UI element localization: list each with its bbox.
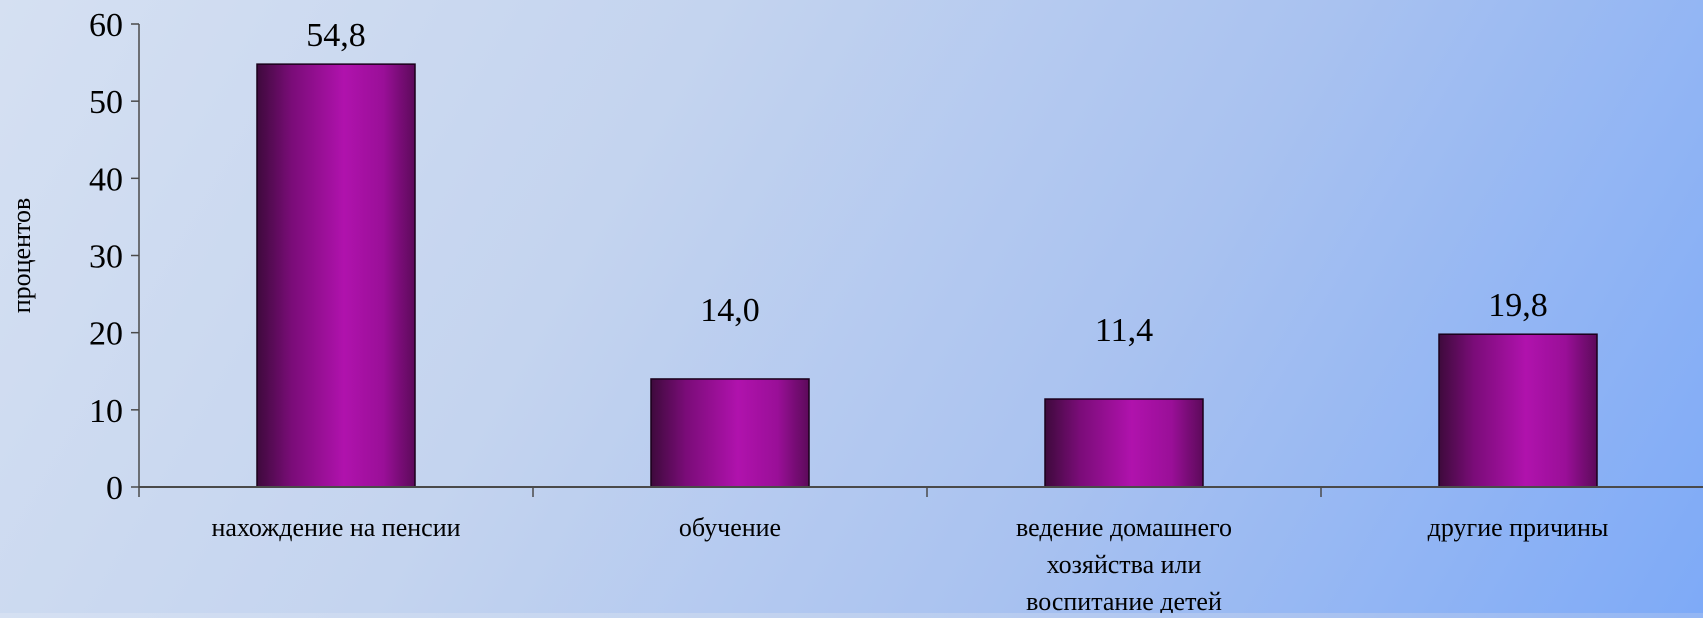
data-label: 19,8 — [1488, 287, 1548, 324]
bar — [256, 63, 416, 488]
y-tick-label: 20 — [89, 316, 123, 353]
y-tick-label: 0 — [106, 470, 123, 507]
category-label: нахождение на пенсии — [211, 513, 460, 542]
category-label: воспитание детей — [1026, 587, 1222, 613]
data-label: 54,8 — [306, 17, 366, 54]
category-label: ведение домашнего — [1016, 513, 1232, 542]
y-axis-title: процентов — [7, 198, 36, 314]
bar — [650, 378, 810, 488]
category-label: хозяйства или — [1047, 550, 1202, 579]
category-label: другие причины — [1428, 513, 1609, 542]
y-tick-label: 10 — [89, 393, 123, 430]
bar — [1044, 398, 1204, 488]
category-label: обучение — [679, 513, 781, 542]
y-tick-label: 50 — [89, 84, 123, 121]
data-label: 11,4 — [1095, 312, 1153, 349]
y-tick-label: 60 — [89, 7, 123, 44]
bar — [1438, 333, 1598, 488]
y-tick-label: 30 — [89, 239, 123, 276]
y-tick-label: 40 — [89, 161, 123, 198]
data-label: 14,0 — [700, 292, 760, 329]
